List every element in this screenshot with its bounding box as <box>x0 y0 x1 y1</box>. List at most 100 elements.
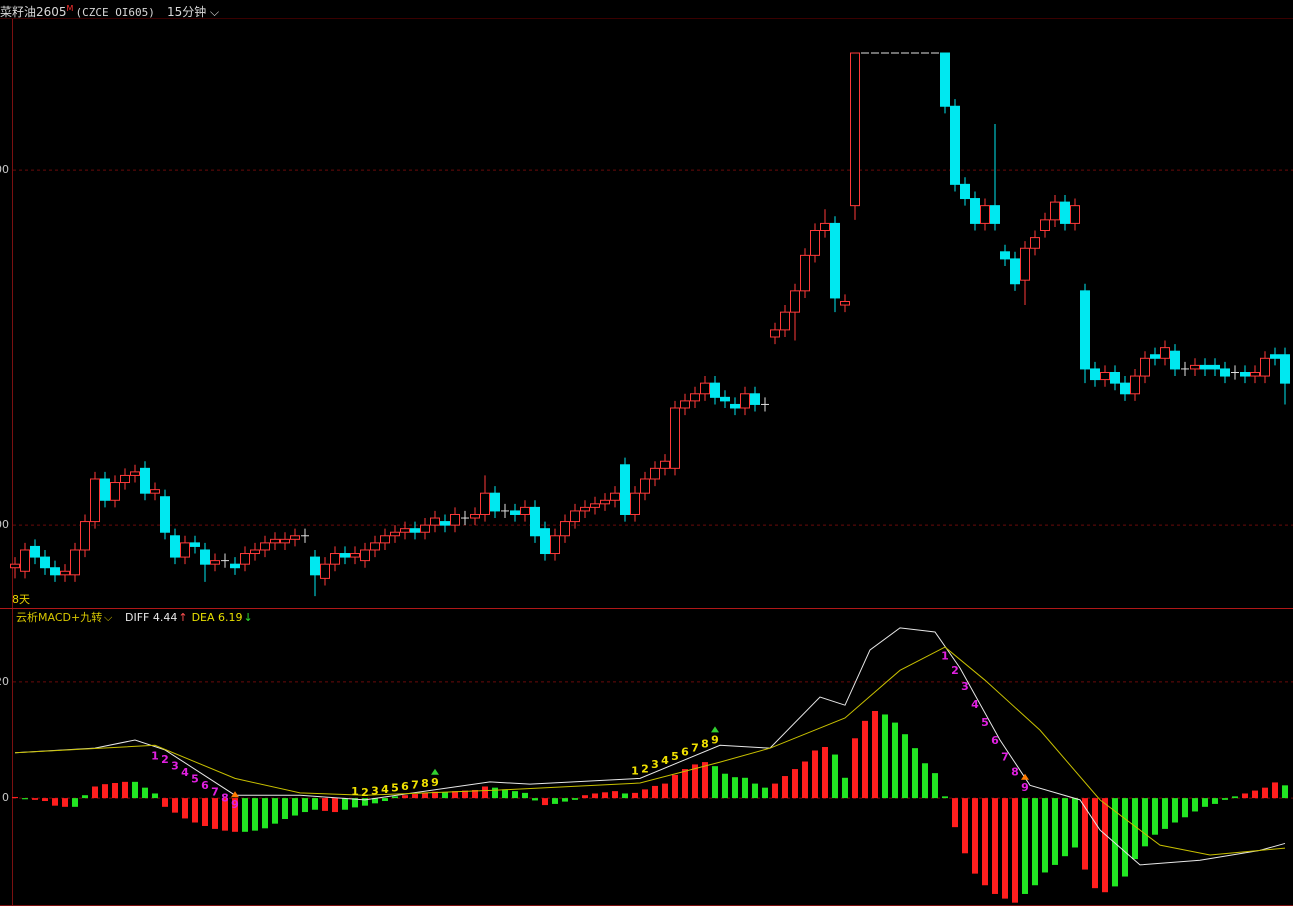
candle-body <box>370 542 380 551</box>
macd-bar <box>262 798 268 829</box>
macd-bar <box>572 798 578 800</box>
macd-bar <box>1242 793 1248 799</box>
macd-bar <box>1042 798 1048 873</box>
nine-turn-label: 5 <box>391 782 399 795</box>
macd-bar <box>532 798 538 801</box>
symbol[interactable]: 菜籽油2605 <box>0 5 67 19</box>
candle-body <box>720 396 730 402</box>
indicator-title[interactable]: 云析MACD+九转 <box>16 610 102 624</box>
macd-bar <box>372 798 378 804</box>
macd-bar <box>982 798 988 886</box>
macd-bar <box>422 792 428 799</box>
macd-bar <box>592 793 598 799</box>
candle-body <box>1080 290 1090 370</box>
nine-turn-label: 4 <box>381 783 389 796</box>
macd-bar <box>632 792 638 799</box>
macd-bar <box>1062 798 1068 857</box>
candle-body <box>1100 371 1110 381</box>
candle-body <box>80 521 90 551</box>
macd-bar <box>1202 798 1208 807</box>
nine-turn-label: 8 <box>421 777 429 790</box>
macd-bar <box>502 789 508 799</box>
candle-body <box>510 510 520 515</box>
nine-turn-label: 6 <box>401 780 409 793</box>
macd-bar <box>612 791 618 799</box>
macd-bar <box>512 791 518 799</box>
nine-turn-label: 1 <box>941 649 949 662</box>
signal-marker <box>711 726 719 733</box>
candle-body <box>1200 364 1210 370</box>
candle-body <box>40 556 50 569</box>
candle-body <box>1280 354 1290 384</box>
candle-body <box>1020 247 1030 281</box>
readout: DIFF 4.44 <box>125 611 177 624</box>
candle-body <box>270 538 280 544</box>
candle-body <box>490 492 500 512</box>
macd-bar <box>492 787 498 799</box>
macd-bar <box>622 793 628 799</box>
candle-body <box>960 183 970 200</box>
macd-bar <box>762 787 768 799</box>
nine-turn-label: 1 <box>631 765 639 778</box>
macd-bar <box>962 798 968 854</box>
macd-bar <box>852 738 858 799</box>
macd-bar <box>732 777 738 799</box>
macd-bar <box>1122 798 1128 877</box>
nine-turn-label: 2 <box>361 786 369 799</box>
macd-bar <box>862 720 868 799</box>
macd-bar <box>32 798 38 800</box>
nine-turn-label: 6 <box>991 734 999 747</box>
macd-bar <box>672 774 678 799</box>
macd-bar <box>302 798 308 813</box>
candle-body <box>340 553 350 558</box>
nine-turn-label: 9 <box>1021 781 1029 794</box>
macd-bar <box>472 789 478 799</box>
macd-bar <box>912 748 918 799</box>
candle-body <box>790 290 800 313</box>
candle-body <box>610 492 620 501</box>
macd-bar <box>1232 796 1238 799</box>
macd-bar <box>252 798 258 831</box>
macd-bar <box>772 783 778 799</box>
period[interactable]: 15分钟 <box>166 5 207 19</box>
nine-turn-label: 5 <box>981 716 989 729</box>
macd-bar <box>212 798 218 829</box>
readout-arrow: ↑ <box>178 611 187 624</box>
candle-body <box>640 478 650 494</box>
flag: M <box>66 4 74 13</box>
candle-body <box>840 300 850 306</box>
candle-body <box>240 553 250 565</box>
candle-body <box>360 549 370 562</box>
candle-body <box>440 521 450 526</box>
macd-bar <box>352 798 358 808</box>
macd-bar <box>562 798 568 802</box>
candle-body <box>10 563 20 569</box>
nine-turn-label: 1 <box>151 750 159 763</box>
candle-body <box>190 542 200 547</box>
candle-body <box>1160 347 1170 359</box>
candle-body <box>600 499 610 505</box>
candle-body <box>320 563 330 579</box>
dropdown[interactable]: ⌵ <box>206 5 220 19</box>
candle-body <box>700 382 710 395</box>
candle-body <box>100 478 110 501</box>
macd-bar <box>882 714 888 799</box>
macd-bar <box>152 793 158 799</box>
macd-bar <box>1052 798 1058 865</box>
dropdown[interactable]: ⌵ <box>104 611 113 624</box>
candle-body <box>250 549 260 555</box>
candle-body <box>380 535 390 544</box>
macd-bar <box>162 798 168 807</box>
candle-body <box>1220 368 1230 377</box>
candle-body <box>50 567 60 576</box>
candle-body <box>350 553 360 558</box>
macd-bar <box>1282 785 1288 799</box>
macd-bar <box>522 792 528 799</box>
macd-bar <box>272 798 278 824</box>
macd-bar <box>282 798 288 820</box>
candle-body <box>1140 357 1150 377</box>
candle-body <box>310 556 320 576</box>
macd-bar <box>192 798 198 823</box>
candle-body <box>330 553 340 565</box>
macd-bar <box>702 762 708 799</box>
